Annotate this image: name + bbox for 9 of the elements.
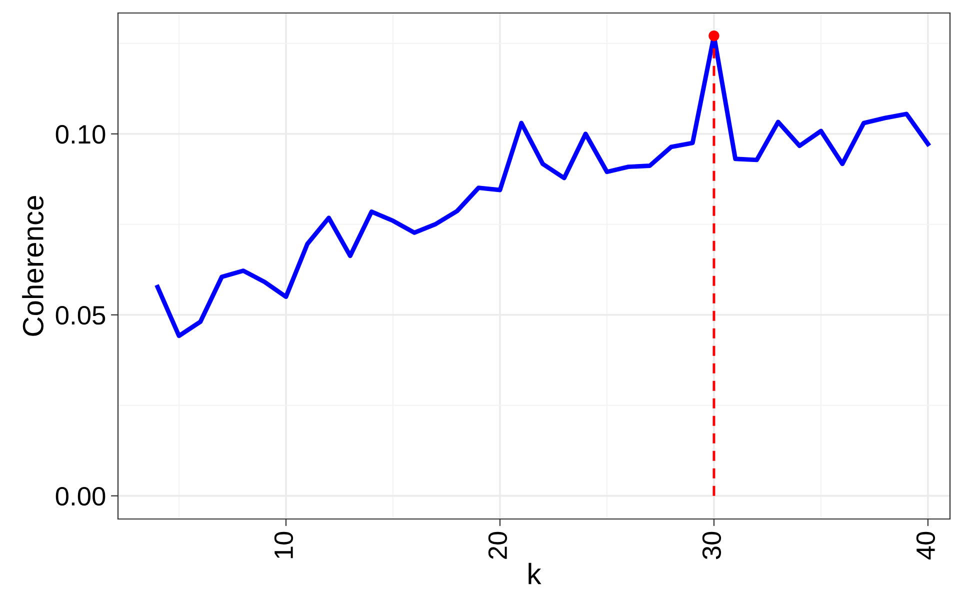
- y-tick-label: 0.05: [56, 306, 106, 325]
- x-tick-label: 20: [488, 532, 508, 559]
- y-axis-title: Coherence: [22, 196, 44, 336]
- x-tick-label: 10: [274, 532, 294, 558]
- x-tick-label: 40: [916, 532, 936, 560]
- x-tick-label: 30: [702, 532, 722, 560]
- x-axis-title: k: [528, 562, 542, 584]
- y-tick-label: 0.10: [56, 125, 106, 144]
- y-tick-label: 0.00: [56, 486, 106, 506]
